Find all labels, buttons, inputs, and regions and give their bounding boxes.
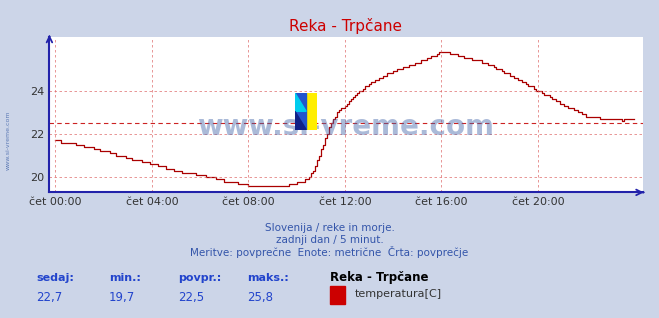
Text: Slovenija / reke in morje.: Slovenija / reke in morje. bbox=[264, 223, 395, 232]
Title: Reka - Trpčane: Reka - Trpčane bbox=[289, 18, 403, 34]
Text: Meritve: povprečne  Enote: metrične  Črta: povprečje: Meritve: povprečne Enote: metrične Črta:… bbox=[190, 246, 469, 258]
Text: sedaj:: sedaj: bbox=[36, 273, 74, 283]
Text: 22,5: 22,5 bbox=[178, 291, 204, 303]
Text: 25,8: 25,8 bbox=[247, 291, 273, 303]
Text: zadnji dan / 5 minut.: zadnji dan / 5 minut. bbox=[275, 235, 384, 245]
Text: povpr.:: povpr.: bbox=[178, 273, 221, 283]
Text: www.si-vreme.com: www.si-vreme.com bbox=[198, 113, 494, 141]
Polygon shape bbox=[306, 93, 318, 130]
Polygon shape bbox=[295, 93, 306, 130]
Text: temperatura[C]: temperatura[C] bbox=[355, 289, 442, 299]
Text: min.:: min.: bbox=[109, 273, 140, 283]
Text: maks.:: maks.: bbox=[247, 273, 289, 283]
Text: www.si-vreme.com: www.si-vreme.com bbox=[6, 110, 11, 170]
Polygon shape bbox=[295, 111, 306, 130]
Text: 22,7: 22,7 bbox=[36, 291, 63, 303]
Polygon shape bbox=[295, 93, 306, 111]
Text: 19,7: 19,7 bbox=[109, 291, 135, 303]
Text: Reka - Trpčane: Reka - Trpčane bbox=[330, 272, 428, 284]
